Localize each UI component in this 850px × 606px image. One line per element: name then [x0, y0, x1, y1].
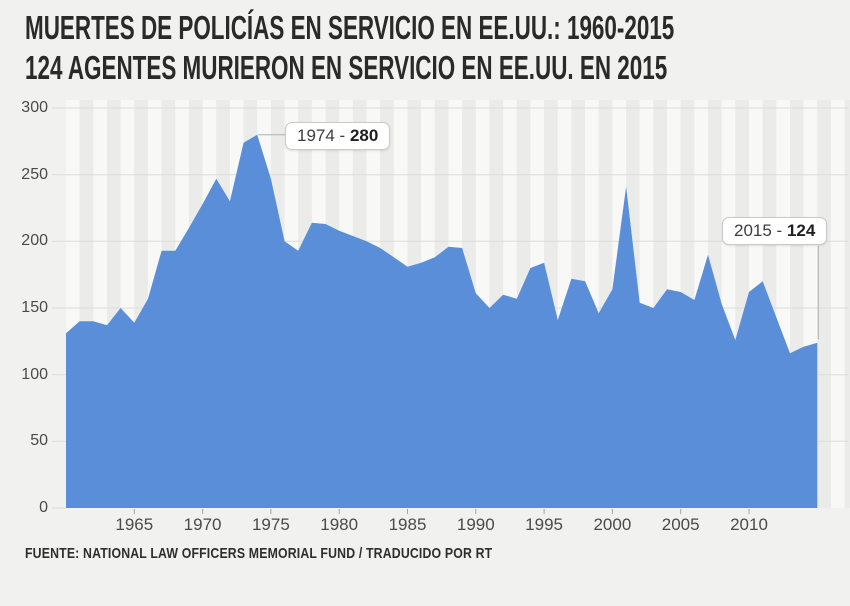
y-axis-label-50: 50 [30, 432, 48, 450]
y-axis-label-0: 0 [39, 499, 48, 516]
source-note: FUENTE: NATIONAL LAW OFFICERS MEMORIAL F… [25, 545, 493, 562]
x-axis-label-1965: 1965 [115, 515, 154, 534]
x-axis-label-1975: 1975 [251, 515, 290, 534]
chart-title-line2: 124 AGENTES MURIERON EN SERVICIO EN EE.U… [25, 49, 668, 86]
x-axis-label-1995: 1995 [525, 515, 564, 534]
annotation-value: 280 [349, 126, 379, 145]
x-axis-label-1980: 1980 [320, 515, 359, 534]
x-axis-label-2000: 2000 [593, 515, 632, 534]
y-axis-label-200: 200 [21, 232, 48, 250]
x-axis-label-1970: 1970 [183, 515, 222, 534]
x-axis-label-2010: 2010 [730, 515, 768, 534]
x-axis-ticks [133, 509, 750, 514]
x-axis-label-1985: 1985 [388, 515, 427, 534]
chart-header: MUERTES DE POLICÍAS EN SERVICIO EN EE.UU… [25, 8, 845, 88]
y-axis-label-100: 100 [21, 365, 48, 383]
x-axis-label-1990: 1990 [456, 515, 495, 534]
annotation-year-label: 1974 - [297, 126, 350, 145]
y-axis-label-300: 300 [21, 99, 48, 116]
year-stripe [844, 100, 850, 508]
year-stripe [830, 100, 845, 508]
y-axis-label-150: 150 [21, 299, 48, 316]
annotation-pointer-lines [258, 134, 819, 340]
annotation-year-label: 2015 - [734, 221, 787, 240]
area-series [66, 134, 818, 508]
x-axis-label-2005: 2005 [661, 515, 700, 534]
deaths-area-series [66, 134, 818, 508]
annotation-1974-peak: 1974 - 280 [285, 122, 391, 150]
annotation-2015-latest: 2015 - 124 [722, 217, 828, 245]
annotation-value: 124 [786, 221, 816, 240]
year-stripe [817, 100, 831, 508]
chart-title-line1: MUERTES DE POLICÍAS EN SERVICIO EN EE.UU… [25, 9, 675, 46]
y-axis-label-250: 250 [21, 165, 48, 183]
